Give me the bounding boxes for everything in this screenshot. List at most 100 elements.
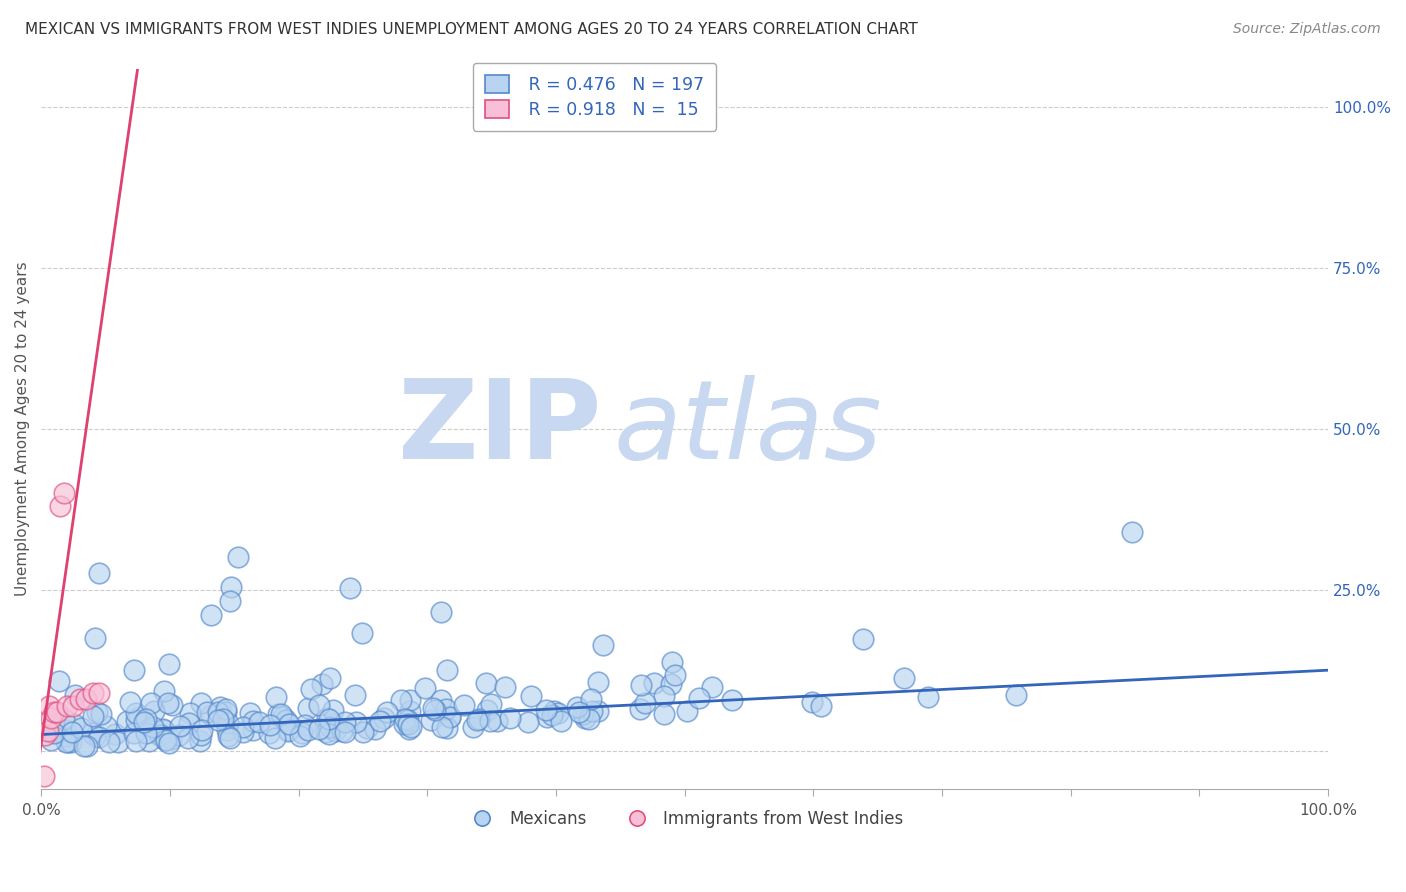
Point: [318, 720, 340, 734]
Point: [308, 722, 330, 736]
Point: [218, 731, 240, 746]
Point: [84, 729, 107, 743]
Point: [630, 678, 652, 692]
Point: [139, 696, 162, 710]
Point: [242, 714, 264, 729]
Point: [398, 692, 420, 706]
Point: [156, 696, 179, 710]
Point: [436, 721, 458, 735]
Point: [49, 499, 72, 513]
Point: [56, 698, 79, 713]
Point: [634, 696, 657, 710]
Point: [399, 704, 422, 718]
Point: [217, 723, 239, 737]
Point: [917, 690, 939, 704]
Point: [128, 710, 150, 724]
Point: [364, 722, 387, 736]
Point: [53, 486, 76, 500]
Point: [45, 705, 67, 719]
Point: [592, 638, 614, 652]
Point: [157, 736, 180, 750]
Point: [107, 735, 129, 749]
Point: [125, 733, 148, 747]
Point: [207, 714, 229, 728]
Point: [153, 732, 176, 747]
Point: [70, 721, 93, 735]
Point: [179, 715, 201, 730]
Point: [664, 668, 686, 682]
Point: [494, 680, 516, 694]
Point: [333, 725, 356, 739]
Point: [675, 704, 697, 718]
Point: [465, 713, 488, 727]
Point: [294, 718, 316, 732]
Point: [218, 594, 240, 608]
Point: [34, 727, 56, 741]
Point: [479, 714, 502, 728]
Point: [419, 713, 441, 727]
Point: [39, 733, 62, 747]
Point: [200, 608, 222, 623]
Point: [344, 714, 367, 729]
Point: [474, 676, 496, 690]
Point: [893, 671, 915, 685]
Point: [87, 686, 110, 700]
Point: [75, 692, 97, 706]
Point: [188, 733, 211, 747]
Point: [659, 677, 682, 691]
Point: [150, 727, 173, 741]
Point: [135, 712, 157, 726]
Point: [396, 717, 419, 731]
Point: [375, 705, 398, 719]
Point: [571, 706, 593, 721]
Point: [498, 711, 520, 725]
Point: [167, 728, 190, 742]
Point: [215, 702, 238, 716]
Point: [322, 716, 344, 731]
Point: [239, 706, 262, 720]
Point: [297, 700, 319, 714]
Y-axis label: Unemployment Among Ages 20 to 24 years: Unemployment Among Ages 20 to 24 years: [15, 261, 30, 596]
Point: [401, 720, 423, 734]
Point: [1005, 688, 1028, 702]
Point: [221, 580, 243, 594]
Point: [52, 712, 75, 726]
Point: [652, 706, 675, 721]
Point: [439, 710, 461, 724]
Point: [62, 698, 84, 713]
Point: [38, 698, 60, 713]
Point: [190, 728, 212, 742]
Point: [274, 713, 297, 727]
Point: [62, 717, 84, 731]
Point: [330, 724, 353, 739]
Point: [143, 704, 166, 718]
Point: [288, 729, 311, 743]
Point: [157, 657, 180, 671]
Point: [63, 688, 86, 702]
Point: [318, 712, 340, 726]
Point: [550, 714, 572, 729]
Point: [257, 725, 280, 739]
Point: [398, 722, 420, 736]
Point: [565, 699, 588, 714]
Point: [516, 715, 538, 730]
Point: [125, 714, 148, 728]
Point: [42, 725, 65, 739]
Point: [55, 723, 77, 737]
Text: Source: ZipAtlas.com: Source: ZipAtlas.com: [1233, 22, 1381, 37]
Point: [197, 705, 219, 719]
Point: [852, 632, 875, 646]
Text: ZIP: ZIP: [398, 376, 600, 483]
Point: [396, 713, 419, 727]
Point: [801, 695, 824, 709]
Point: [82, 686, 104, 700]
Point: [547, 706, 569, 720]
Point: [368, 714, 391, 728]
Point: [810, 698, 832, 713]
Point: [242, 723, 264, 738]
Point: [96, 719, 118, 733]
Point: [267, 706, 290, 721]
Point: [394, 712, 416, 726]
Point: [588, 704, 610, 718]
Point: [247, 714, 270, 729]
